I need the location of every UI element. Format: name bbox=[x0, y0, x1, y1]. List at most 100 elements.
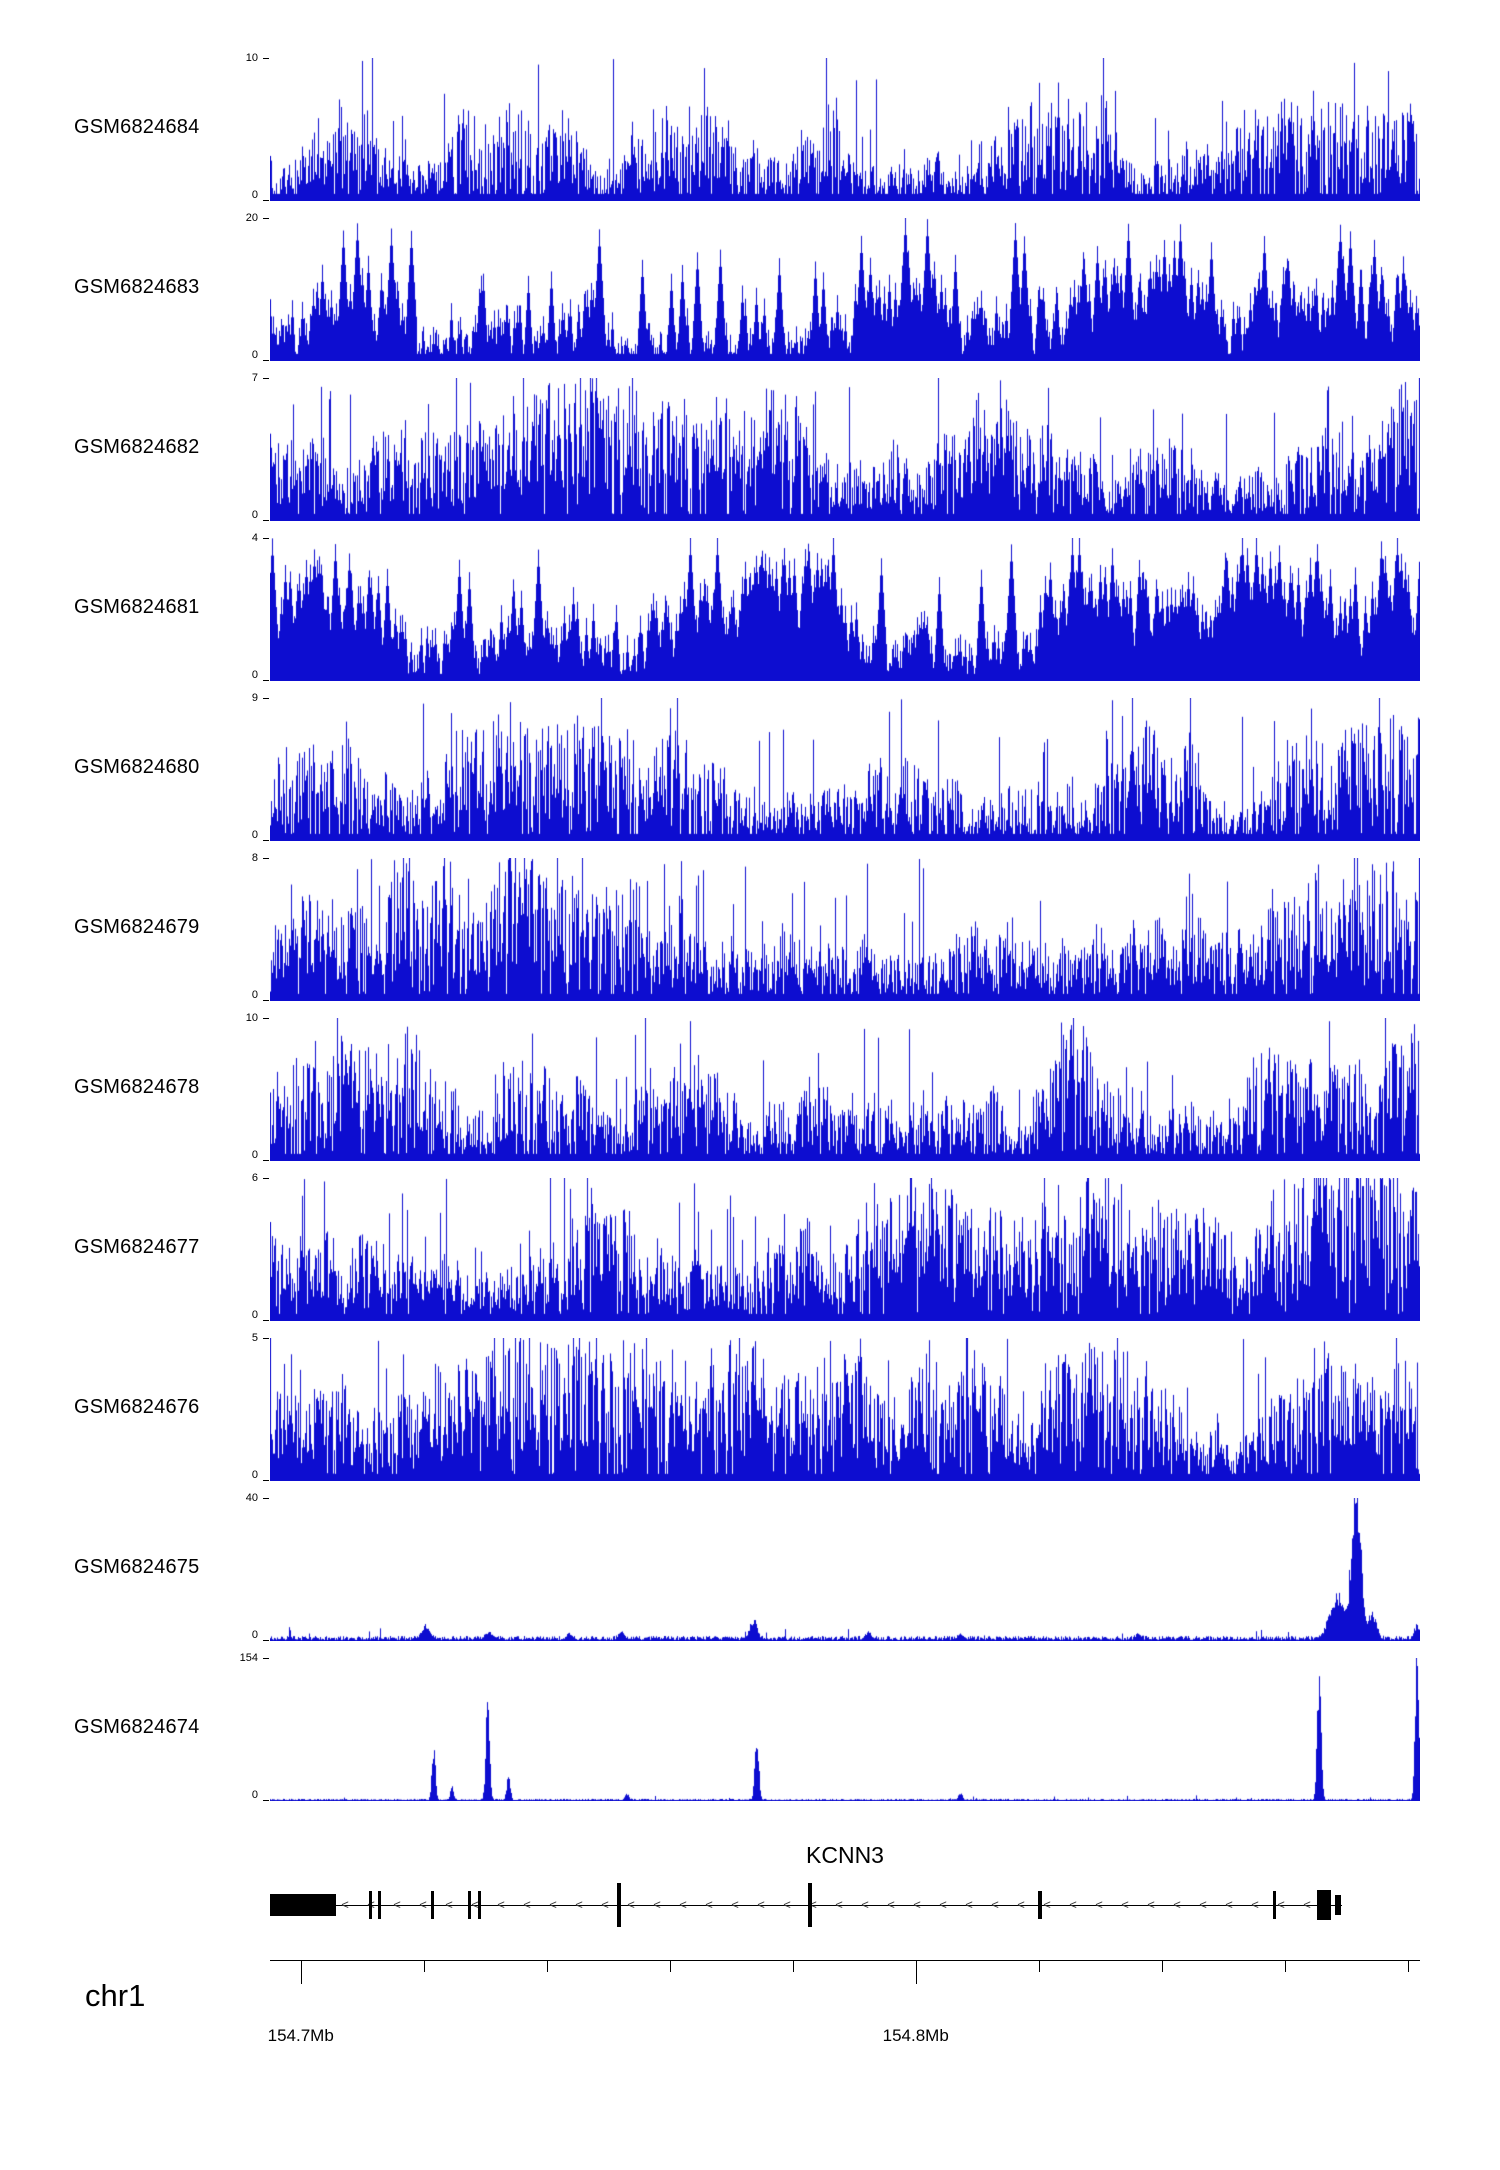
y-axis-tick bbox=[263, 858, 269, 859]
strand-arrow-icon: < bbox=[1225, 1897, 1233, 1912]
ruler-tick bbox=[546, 1960, 548, 1972]
y-axis-tick bbox=[263, 698, 269, 699]
strand-arrow-icon: < bbox=[393, 1897, 401, 1912]
strand-arrow-icon: < bbox=[601, 1897, 609, 1912]
gene-annotation-track: KCNN3 < < < < < < < < < < < < < < < < < < < < < < < < < < < < < < < < < <… bbox=[270, 1842, 1420, 1962]
track-ymax-label: 8 bbox=[251, 852, 258, 864]
strand-arrow-icon: < bbox=[341, 1897, 349, 1912]
track-ymax-label: 7 bbox=[251, 372, 258, 384]
track-ymin-label: 0 bbox=[251, 1309, 258, 1321]
gene-exon bbox=[478, 1891, 482, 1919]
track-ymax-label: 10 bbox=[245, 52, 258, 64]
track-ymin-label: 0 bbox=[251, 989, 258, 1001]
strand-arrow-icon: < bbox=[1069, 1897, 1077, 1912]
track-label: GSM6824675 bbox=[74, 1556, 200, 1578]
strand-arrow-icon: < bbox=[835, 1897, 843, 1912]
track-row: GSM6824683 20 0 bbox=[0, 212, 1500, 361]
track-row: GSM6824677 6 0 bbox=[0, 1172, 1500, 1321]
strand-arrow-icon: < bbox=[679, 1897, 687, 1912]
y-axis-tick bbox=[263, 58, 269, 59]
gene-exon bbox=[467, 1891, 471, 1919]
y-axis-tick bbox=[263, 520, 269, 521]
strand-arrow-icon: < bbox=[653, 1897, 661, 1912]
track-row: GSM6824682 7 0 bbox=[0, 372, 1500, 521]
track-ymin-label: 0 bbox=[251, 509, 258, 521]
strand-arrow-icon: < bbox=[1199, 1897, 1207, 1912]
y-axis-tick bbox=[263, 1800, 269, 1801]
track-row: GSM6824674 154 0 bbox=[0, 1652, 1500, 1801]
strand-arrow-icon: < bbox=[1121, 1897, 1129, 1912]
ruler-tick bbox=[1284, 1960, 1286, 1972]
strand-arrow-icon: < bbox=[1095, 1897, 1103, 1912]
strand-arrow-icon: < bbox=[1251, 1897, 1259, 1912]
track-ymin-label: 0 bbox=[251, 189, 258, 201]
strand-arrow-icon: < bbox=[575, 1897, 583, 1912]
y-axis-tick bbox=[263, 218, 269, 219]
strand-arrow-icon: < bbox=[991, 1897, 999, 1912]
y-axis-tick bbox=[263, 378, 269, 379]
gene-exon bbox=[617, 1883, 622, 1927]
ruler-tick bbox=[300, 1960, 302, 1984]
track-ymax-label: 4 bbox=[251, 532, 258, 544]
track-label: GSM6824682 bbox=[74, 436, 200, 458]
ruler-tick bbox=[1038, 1960, 1040, 1972]
strand-arrow-icon: < bbox=[419, 1897, 427, 1912]
track-ymax-label: 9 bbox=[251, 692, 258, 704]
track-signal bbox=[270, 1498, 1420, 1641]
y-axis-tick bbox=[263, 1160, 269, 1161]
track-label: GSM6824677 bbox=[74, 1236, 200, 1258]
strand-arrow-icon: < bbox=[939, 1897, 947, 1912]
y-axis-tick bbox=[263, 538, 269, 539]
track-label: GSM6824679 bbox=[74, 916, 200, 938]
track-ymax-label: 6 bbox=[251, 1172, 258, 1184]
track-ymax-label: 40 bbox=[245, 1492, 258, 1504]
track-ymax-label: 20 bbox=[245, 212, 258, 224]
track-label: GSM6824674 bbox=[74, 1716, 200, 1738]
axis-tick-label: 154.7Mb bbox=[267, 2026, 334, 2045]
gene-exon bbox=[368, 1891, 372, 1919]
track-signal bbox=[270, 1018, 1420, 1161]
track-signal bbox=[270, 858, 1420, 1001]
track-label: GSM6824684 bbox=[74, 116, 200, 138]
track-signal bbox=[270, 58, 1420, 201]
strand-arrow-icon: < bbox=[705, 1897, 713, 1912]
track-label: GSM6824676 bbox=[74, 1396, 200, 1418]
gene-body-line bbox=[270, 1905, 1342, 1906]
track-label: GSM6824681 bbox=[74, 596, 200, 618]
y-axis-tick bbox=[263, 1338, 269, 1339]
strand-arrow-icon: < bbox=[1173, 1897, 1181, 1912]
track-row: GSM6824678 10 0 bbox=[0, 1012, 1500, 1161]
strand-arrow-icon: < bbox=[549, 1897, 557, 1912]
y-axis-tick bbox=[263, 1480, 269, 1481]
track-row: GSM6824679 8 0 bbox=[0, 852, 1500, 1001]
gene-exon bbox=[1316, 1890, 1332, 1920]
track-ymax-label: 154 bbox=[239, 1652, 258, 1664]
track-row: GSM6824681 4 0 bbox=[0, 532, 1500, 681]
track-signal bbox=[270, 1178, 1420, 1321]
track-row: GSM6824676 5 0 bbox=[0, 1332, 1500, 1481]
gene-exon bbox=[808, 1883, 813, 1927]
strand-arrow-icon: < bbox=[887, 1897, 895, 1912]
track-ymin-label: 0 bbox=[251, 669, 258, 681]
track-label: GSM6824683 bbox=[74, 276, 200, 298]
track-ymin-label: 0 bbox=[251, 349, 258, 361]
track-signal bbox=[270, 1338, 1420, 1481]
track-ymin-label: 0 bbox=[251, 1469, 258, 1481]
track-signal bbox=[270, 378, 1420, 521]
gene-exon bbox=[1272, 1891, 1276, 1919]
strand-arrow-icon: < bbox=[471, 1897, 479, 1912]
track-signal bbox=[270, 698, 1420, 841]
strand-arrow-icon: < bbox=[523, 1897, 531, 1912]
track-row: GSM6824675 40 0 bbox=[0, 1492, 1500, 1641]
strand-arrow-icon: < bbox=[1043, 1897, 1051, 1912]
y-axis-tick bbox=[263, 1320, 269, 1321]
strand-arrow-icon: < bbox=[1303, 1897, 1311, 1912]
strand-arrow-icon: < bbox=[861, 1897, 869, 1912]
track-label: GSM6824680 bbox=[74, 756, 200, 778]
strand-arrow-icon: < bbox=[627, 1897, 635, 1912]
y-axis-tick bbox=[263, 1640, 269, 1641]
track-signal bbox=[270, 1658, 1420, 1801]
ruler-tick bbox=[792, 1960, 794, 1972]
y-axis-tick bbox=[263, 1018, 269, 1019]
